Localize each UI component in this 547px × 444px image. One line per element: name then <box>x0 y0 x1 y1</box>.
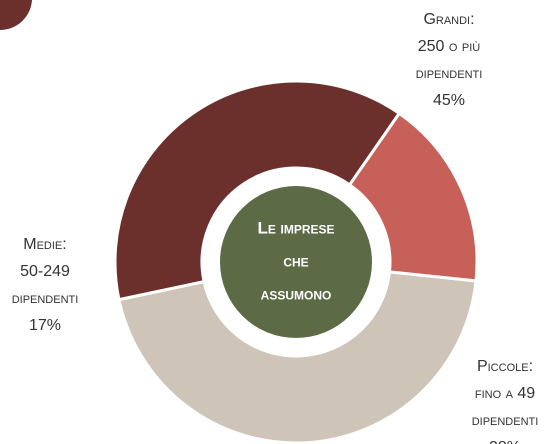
center-label: che <box>283 251 308 270</box>
label-line: Grandi: <box>423 11 474 28</box>
slice-label: Grandi: 250 o più dipendenti 45% <box>416 11 483 109</box>
label-line: dipendenti <box>472 412 539 429</box>
label-line: Medie: <box>23 236 66 253</box>
center-label: Le imprese <box>257 218 334 237</box>
slice-label: Medie: 50-249 dipendenti 17% <box>12 236 79 334</box>
label-line: fino a 49 <box>475 385 535 402</box>
label-line: 17% <box>29 317 61 334</box>
center-label: assumono <box>261 284 332 303</box>
label-line: 45% <box>433 92 465 109</box>
label-line: dipendenti <box>416 65 483 82</box>
donut-slice <box>347 111 479 283</box>
donut-slice <box>117 270 478 444</box>
label-line: 38% <box>489 439 521 444</box>
corner-decoration <box>0 0 32 31</box>
label-line: Piccole: <box>477 358 533 375</box>
label-line: dipendenti <box>12 290 79 307</box>
center-circle <box>220 186 372 338</box>
label-line: 50-249 <box>20 263 70 280</box>
slice-label: Piccole: fino a 49 dipendenti 38% <box>472 358 539 444</box>
donut-slice <box>113 79 402 302</box>
label-line: 250 o più <box>418 38 481 55</box>
